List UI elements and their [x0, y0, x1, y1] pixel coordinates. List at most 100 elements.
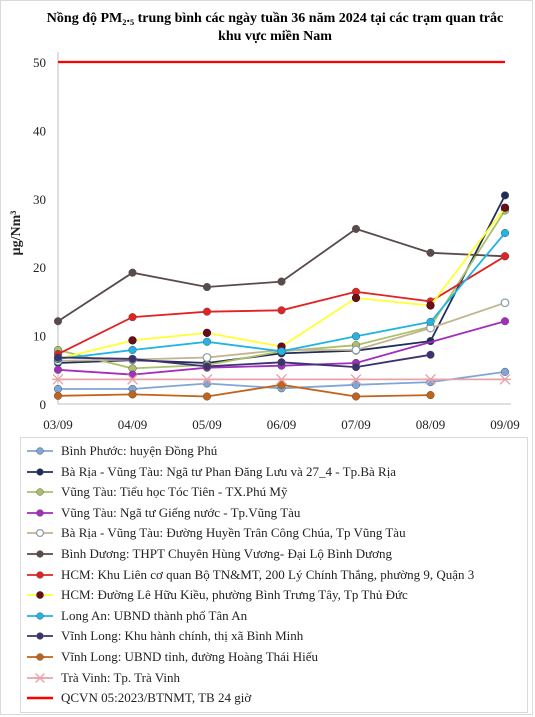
- data-point-marker: [36, 550, 44, 558]
- legend-label: Bà Rịa - Vũng Tàu: Ngã tư Phan Đăng Lưu …: [61, 463, 397, 479]
- data-point-marker: [53, 317, 63, 326]
- data-point-marker: [426, 317, 435, 326]
- legend-swatch: [27, 447, 53, 455]
- chart-legend: Bình Phước: huyện Đồng Phú Bà Rịa - Vũng …: [20, 437, 528, 713]
- data-point-marker: [36, 447, 44, 455]
- data-point-marker: [35, 529, 45, 538]
- legend-item: Vũng Tàu: Ngã tư Giếng nước - Tp.Vũng Tà…: [21, 503, 527, 523]
- data-point-marker: [277, 358, 286, 367]
- data-point-marker: [351, 224, 361, 233]
- legend-swatch: [27, 632, 53, 641]
- legend-item: Bình Dương: THPT Chuyên Hùng Vương- Đại …: [21, 544, 527, 564]
- data-point-marker: [500, 317, 510, 326]
- legend-swatch: [27, 591, 53, 599]
- data-point-marker: [53, 365, 63, 374]
- series-line: [57, 383, 431, 398]
- data-point-marker: [202, 307, 212, 316]
- series-line: [57, 353, 431, 369]
- data-point-marker: [128, 313, 137, 322]
- data-point-marker: [351, 332, 361, 341]
- data-point-marker: [500, 298, 510, 308]
- y-tick-label: 0: [40, 397, 47, 412]
- data-point-marker: [351, 293, 361, 303]
- legend-label: Trà Vinh: Tp. Trà Vinh: [61, 669, 180, 685]
- data-point-marker: [126, 373, 139, 385]
- data-point-marker: [53, 353, 63, 362]
- data-point-marker: [53, 391, 63, 400]
- data-point-marker: [426, 301, 435, 310]
- series-0: [53, 367, 510, 394]
- data-point-marker: [34, 672, 46, 683]
- data-point-marker: [277, 347, 286, 356]
- data-point-marker: [53, 384, 63, 394]
- data-point-marker: [426, 350, 435, 359]
- legend-label: Vĩnh Long: Khu hành chính, thị xã Bình M…: [61, 628, 304, 644]
- data-point-marker: [202, 392, 212, 401]
- x-tick-label: 08/09: [416, 417, 446, 432]
- data-point-marker: [202, 353, 212, 362]
- y-tick-label: 20: [33, 260, 46, 275]
- x-tick-label: 05/09: [192, 417, 222, 432]
- legend-item: Trà Vinh: Tp. Trà Vinh: [21, 668, 527, 688]
- data-point-marker: [36, 570, 44, 579]
- data-point-marker: [277, 306, 286, 315]
- legend-label: HCM: Khu Liên cơ quan Bộ TN&MT, 200 Lý C…: [61, 566, 475, 582]
- data-point-marker: [499, 373, 511, 385]
- legend-swatch: [27, 612, 53, 620]
- data-point-marker: [202, 337, 212, 346]
- series-10: [53, 380, 435, 401]
- chart-title: Nồng độ PM₂.₅ trung bình các ngày tuần 3…: [46, 11, 504, 44]
- data-point-marker: [36, 509, 44, 517]
- x-tick-label: 07/09: [341, 417, 371, 432]
- series-5: [53, 224, 510, 326]
- data-point-marker: [202, 328, 212, 337]
- legend-item: Bà Rịa - Vũng Tàu: Ngã tư Phan Đăng Lưu …: [21, 462, 527, 482]
- legend-item: Long An: UBND thành phố Tân An: [21, 606, 527, 626]
- y-axis-title: µg/Nm³: [9, 211, 24, 256]
- data-point-marker: [128, 345, 137, 355]
- y-tick-label: 50: [33, 55, 46, 70]
- series-11: [52, 373, 511, 385]
- data-point-marker: [128, 336, 137, 345]
- data-point-marker: [275, 373, 288, 385]
- legend-label: Bà Rịa - Vũng Tàu: Đường Huyền Trân Công…: [61, 525, 406, 541]
- data-point-marker: [426, 391, 435, 400]
- data-point-marker: [36, 612, 44, 620]
- legend-swatch: [27, 653, 53, 661]
- legend-swatch: [27, 550, 53, 558]
- data-point-marker: [351, 345, 361, 355]
- legend-label: QCVN 05:2023/BTNMT, TB 24 giờ: [61, 690, 252, 706]
- legend-item: Vĩnh Long: Khu hành chính, thị xã Bình M…: [21, 626, 527, 646]
- legend-item: HCM: Đường Lê Hữu Kiều, phường Bình Trưn…: [21, 585, 527, 605]
- legend-item: HCM: Khu Liên cơ quan Bộ TN&MT, 200 Lý C…: [21, 565, 527, 585]
- series-6: [53, 252, 510, 359]
- data-point-marker: [426, 248, 435, 257]
- legend-swatch: [27, 529, 53, 538]
- legend-item: Vũng Tàu: Tiểu học Tóc Tiên - TX.Phú Mỹ: [21, 482, 527, 502]
- data-point-marker: [277, 380, 286, 389]
- series-line: [57, 320, 506, 376]
- data-point-marker: [36, 488, 44, 496]
- data-point-marker: [36, 632, 44, 641]
- data-point-marker: [202, 362, 212, 371]
- data-point-marker: [500, 367, 510, 376]
- y-tick-label: 30: [33, 192, 46, 207]
- data-point-marker: [202, 379, 212, 388]
- data-point-marker: [36, 591, 44, 599]
- legend-swatch: [27, 696, 53, 700]
- data-point-marker: [128, 390, 137, 399]
- legend-label: Vũng Tàu: Ngã tư Giếng nước - Tp.Vũng Tà…: [61, 504, 301, 520]
- data-point-marker: [500, 203, 510, 212]
- data-point-marker: [52, 373, 64, 385]
- legend-swatch: [27, 488, 53, 496]
- x-tick-label: 06/09: [267, 417, 297, 432]
- legend-item: Bình Phước: huyện Đồng Phú: [21, 441, 527, 461]
- data-point-marker: [36, 653, 44, 661]
- legend-label: Bình Phước: huyện Đồng Phú: [61, 443, 218, 458]
- legend-label: Vĩnh Long: UBND tỉnh, đường Hoàng Thái H…: [61, 649, 319, 664]
- legend-item: Bà Rịa - Vũng Tàu: Đường Huyền Trân Công…: [21, 523, 527, 543]
- legend-swatch: [27, 570, 53, 579]
- x-tick-label: 03/09: [43, 417, 73, 432]
